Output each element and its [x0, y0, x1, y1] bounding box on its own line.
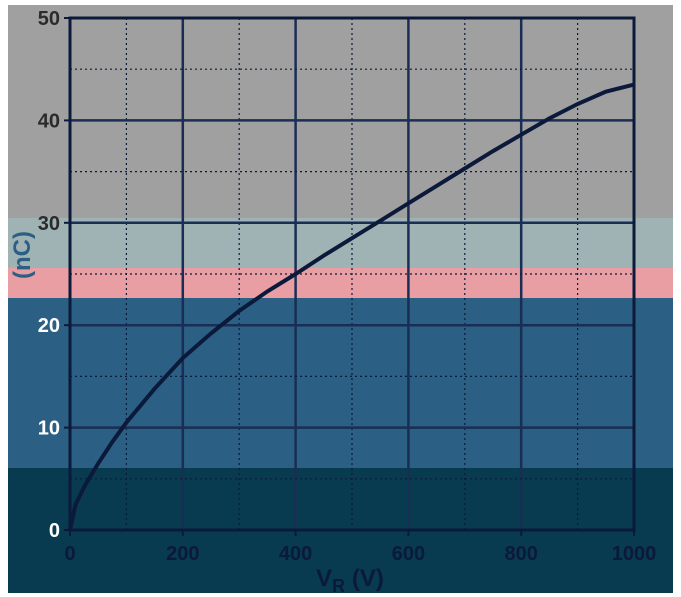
- band-top-gray: [8, 5, 673, 218]
- x-axis-title: VR (V): [316, 565, 384, 596]
- ticks: [64, 17, 635, 536]
- y-axis-title: (nC): [9, 231, 36, 279]
- x-tick-label: 400: [279, 543, 312, 565]
- y-tick-label: 30: [38, 213, 60, 235]
- y-tick-label: 0: [49, 520, 60, 542]
- plot-frame: [68, 16, 636, 532]
- series-line: [68, 82, 635, 531]
- y-tick-label: 50: [38, 8, 60, 30]
- x-tick-label: 200: [166, 543, 199, 565]
- y-tick-label: 40: [38, 110, 60, 132]
- x-tick-label: 600: [392, 543, 425, 565]
- band-pink: [8, 268, 673, 298]
- x-tick-labels: 0 200 400 600 800 1000: [64, 543, 656, 565]
- x-axis-title-unit: (V): [345, 565, 384, 592]
- band-blue: [8, 298, 673, 468]
- x-tick-label: 0: [64, 543, 75, 565]
- x-axis-title-subscript: R: [332, 576, 345, 596]
- y-tick-label: 20: [38, 315, 60, 337]
- x-tick-label: 800: [505, 543, 538, 565]
- y-tick-labels: 0 10 20 30 40 50: [38, 8, 60, 542]
- x-axis-title-main: V: [316, 565, 332, 592]
- y-tick-label: 10: [38, 418, 60, 440]
- x-tick-label: 1000: [612, 543, 657, 565]
